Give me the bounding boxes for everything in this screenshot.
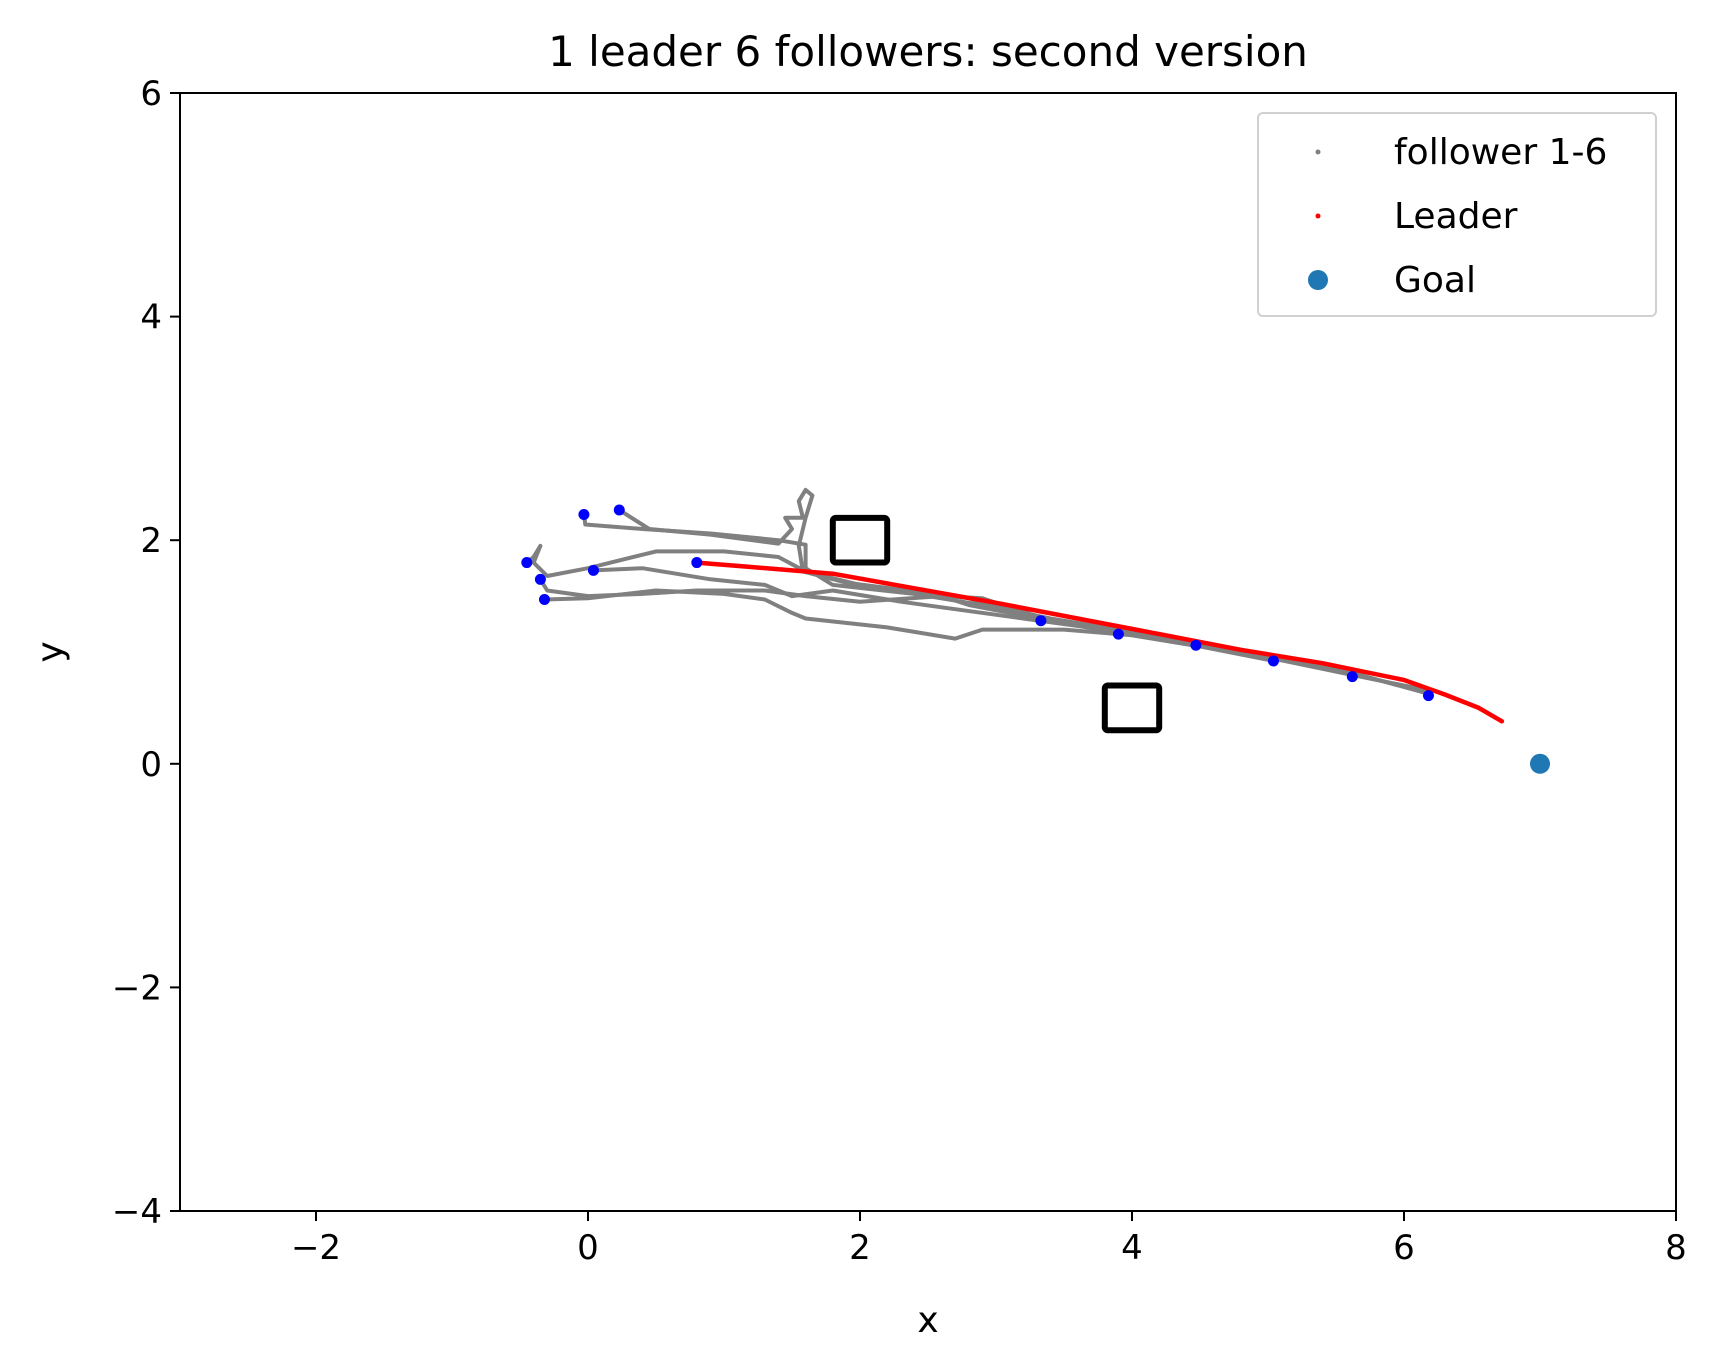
agent-position-4 bbox=[534, 573, 546, 585]
x-tick-label: 8 bbox=[1665, 1228, 1687, 1268]
agent-position-9 bbox=[1112, 628, 1124, 640]
agent-position-10 bbox=[1190, 639, 1202, 651]
leader-trajectory bbox=[694, 560, 1505, 724]
obstacle-1 bbox=[829, 514, 891, 566]
chart-title: 1 leader 6 followers: second version bbox=[548, 27, 1308, 76]
agent-position-8 bbox=[1035, 615, 1047, 627]
legend-label-goal: Goal bbox=[1394, 260, 1476, 301]
x-tick-label: −2 bbox=[291, 1228, 341, 1268]
y-tick-label: 6 bbox=[140, 74, 162, 114]
y-axis-label: y bbox=[30, 641, 71, 662]
legend-marker-followers bbox=[1315, 149, 1321, 155]
x-axis-label: x bbox=[917, 1300, 938, 1341]
legend-label-followers: follower 1-6 bbox=[1394, 132, 1607, 173]
agent-position-11 bbox=[1267, 655, 1279, 667]
goal-point bbox=[1530, 753, 1550, 774]
plot-area bbox=[521, 487, 1550, 774]
obstacle-2 bbox=[1101, 682, 1163, 734]
x-tick-label: 0 bbox=[577, 1228, 599, 1268]
agent-position-7 bbox=[691, 557, 703, 569]
x-tick-label: 4 bbox=[1121, 1228, 1143, 1268]
agent-position-5 bbox=[538, 593, 550, 605]
y-tick-label: 2 bbox=[140, 521, 162, 561]
agent-position-2 bbox=[613, 504, 625, 516]
agent-position-12 bbox=[1346, 671, 1358, 683]
legend: follower 1-6 Leader Goal bbox=[1257, 112, 1657, 317]
agent-position-6 bbox=[587, 564, 599, 576]
agent-position-13 bbox=[1422, 690, 1434, 702]
x-tick-label: 6 bbox=[1393, 1228, 1415, 1268]
follower-6-trajectory bbox=[591, 566, 1434, 697]
y-tick-label: 0 bbox=[140, 745, 162, 785]
legend-label-leader: Leader bbox=[1394, 196, 1518, 237]
axis-ticks: −2 0 2 4 6 8 −4 −2 0 2 4 6 bbox=[112, 74, 1687, 1268]
legend-box bbox=[1257, 112, 1657, 317]
agent-position-3 bbox=[521, 557, 533, 569]
y-tick-label: −2 bbox=[112, 968, 162, 1008]
axes-frame bbox=[179, 92, 1677, 1212]
legend-marker-goal bbox=[1308, 270, 1328, 290]
agent-position-1 bbox=[578, 508, 590, 520]
y-tick-label: −4 bbox=[112, 1192, 162, 1232]
y-tick-label: 4 bbox=[140, 298, 162, 338]
x-tick-label: 2 bbox=[849, 1228, 871, 1268]
legend-marker-leader bbox=[1315, 213, 1321, 219]
